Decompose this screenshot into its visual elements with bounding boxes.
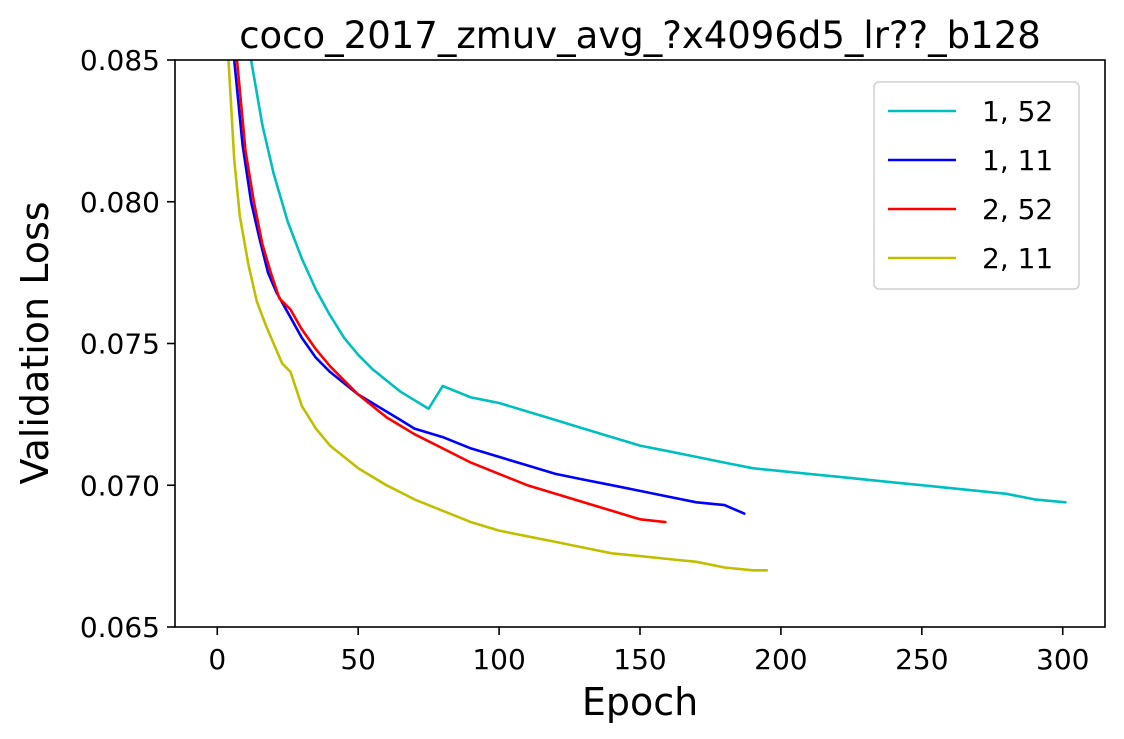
- legend-label: 2, 11: [982, 242, 1053, 275]
- y-axis-ticks: 0.065 0.070 0.075 0.080 0.085: [80, 44, 175, 644]
- x-axis-ticks: 0 50 100 150 200 250 300: [208, 627, 1089, 676]
- y-tick-label: 0.080: [80, 186, 160, 219]
- legend-frame: [873, 81, 1080, 290]
- x-axis-label: Epoch: [582, 680, 698, 724]
- x-tick-label: 50: [340, 643, 376, 676]
- legend-label: 1, 11: [982, 144, 1053, 177]
- y-tick-label: 0.085: [80, 44, 160, 77]
- series-line-3: [235, 60, 667, 524]
- chart-legend: 1, 52 1, 11 2, 52 2, 11: [873, 81, 1080, 290]
- chart-title: coco_2017_zmuv_avg_?x4096d5_lr??_b128: [239, 14, 1041, 57]
- legend-label: 2, 52: [982, 193, 1053, 226]
- y-tick-label: 0.065: [80, 611, 160, 644]
- x-tick-label: 300: [1036, 643, 1089, 676]
- y-tick-label: 0.075: [80, 328, 160, 361]
- x-tick-label: 100: [472, 643, 525, 676]
- y-tick-label: 0.070: [80, 469, 160, 502]
- y-axis-label: Validation Loss: [13, 201, 57, 484]
- series-line-1: [249, 60, 1067, 504]
- x-tick-label: 0: [208, 643, 226, 676]
- legend-label: 1, 52: [982, 95, 1053, 128]
- plot-marks: [227, 60, 1067, 572]
- series-line-2: [232, 60, 746, 515]
- series-line-4: [227, 60, 769, 572]
- x-tick-label: 250: [895, 643, 948, 676]
- x-tick-label: 200: [754, 643, 807, 676]
- x-tick-label: 150: [613, 643, 666, 676]
